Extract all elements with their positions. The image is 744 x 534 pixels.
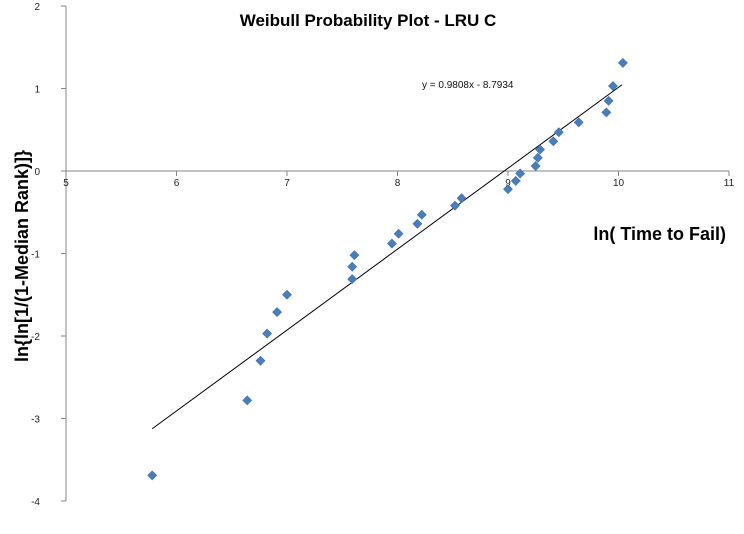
data-point (416, 209, 427, 220)
data-point (347, 261, 358, 272)
x-tick-label: 10 (613, 178, 625, 189)
y-tick-label: 2 (34, 2, 40, 13)
data-point (535, 144, 545, 155)
trendline-group (151, 84, 623, 430)
data-point (548, 136, 559, 147)
x-tick-label: 6 (174, 178, 180, 189)
trendline (151, 84, 623, 430)
trendline-equation: y = 0.9808x - 8.7934 (422, 80, 514, 91)
x-tick-label: 11 (724, 178, 735, 189)
data-point (387, 238, 397, 249)
y-tick-label: -2 (31, 332, 40, 343)
x-tick-label: 9 (505, 178, 511, 189)
x-tick-label: 8 (395, 178, 401, 189)
data-point (349, 250, 360, 261)
data-point (393, 228, 404, 239)
y-tick-label: 0 (34, 167, 40, 178)
y-tick-label: -4 (31, 497, 40, 508)
data-points (147, 58, 628, 481)
x-tick-label: 5 (63, 178, 69, 189)
y-tick-label: -1 (31, 250, 40, 261)
data-point (553, 127, 564, 138)
chart-title: Weibull Probability Plot - LRU C (240, 11, 497, 30)
data-point (503, 184, 513, 195)
data-point (450, 200, 460, 211)
data-point (147, 470, 158, 481)
data-point (530, 161, 541, 171)
data-point (608, 81, 618, 91)
data-point (262, 328, 273, 339)
data-point (456, 193, 467, 204)
y-tick-label: -3 (31, 415, 40, 426)
data-point (412, 218, 423, 229)
y-axis-label: ln{ln[1/(1-Median Rank)]} (12, 150, 32, 362)
x-tick-label: 7 (284, 178, 290, 189)
data-point (532, 152, 543, 163)
data-point (347, 274, 358, 284)
y-tick-label: 1 (34, 85, 40, 96)
x-axis-label: ln( Time to Fail) (593, 224, 726, 244)
data-point (242, 395, 253, 406)
data-point (515, 168, 526, 179)
data-point (573, 117, 584, 128)
data-point (282, 289, 292, 300)
data-point (601, 107, 612, 118)
data-point (603, 95, 614, 106)
data-point (617, 58, 628, 68)
data-point (510, 175, 521, 186)
data-point (272, 307, 282, 317)
data-point (255, 355, 266, 366)
